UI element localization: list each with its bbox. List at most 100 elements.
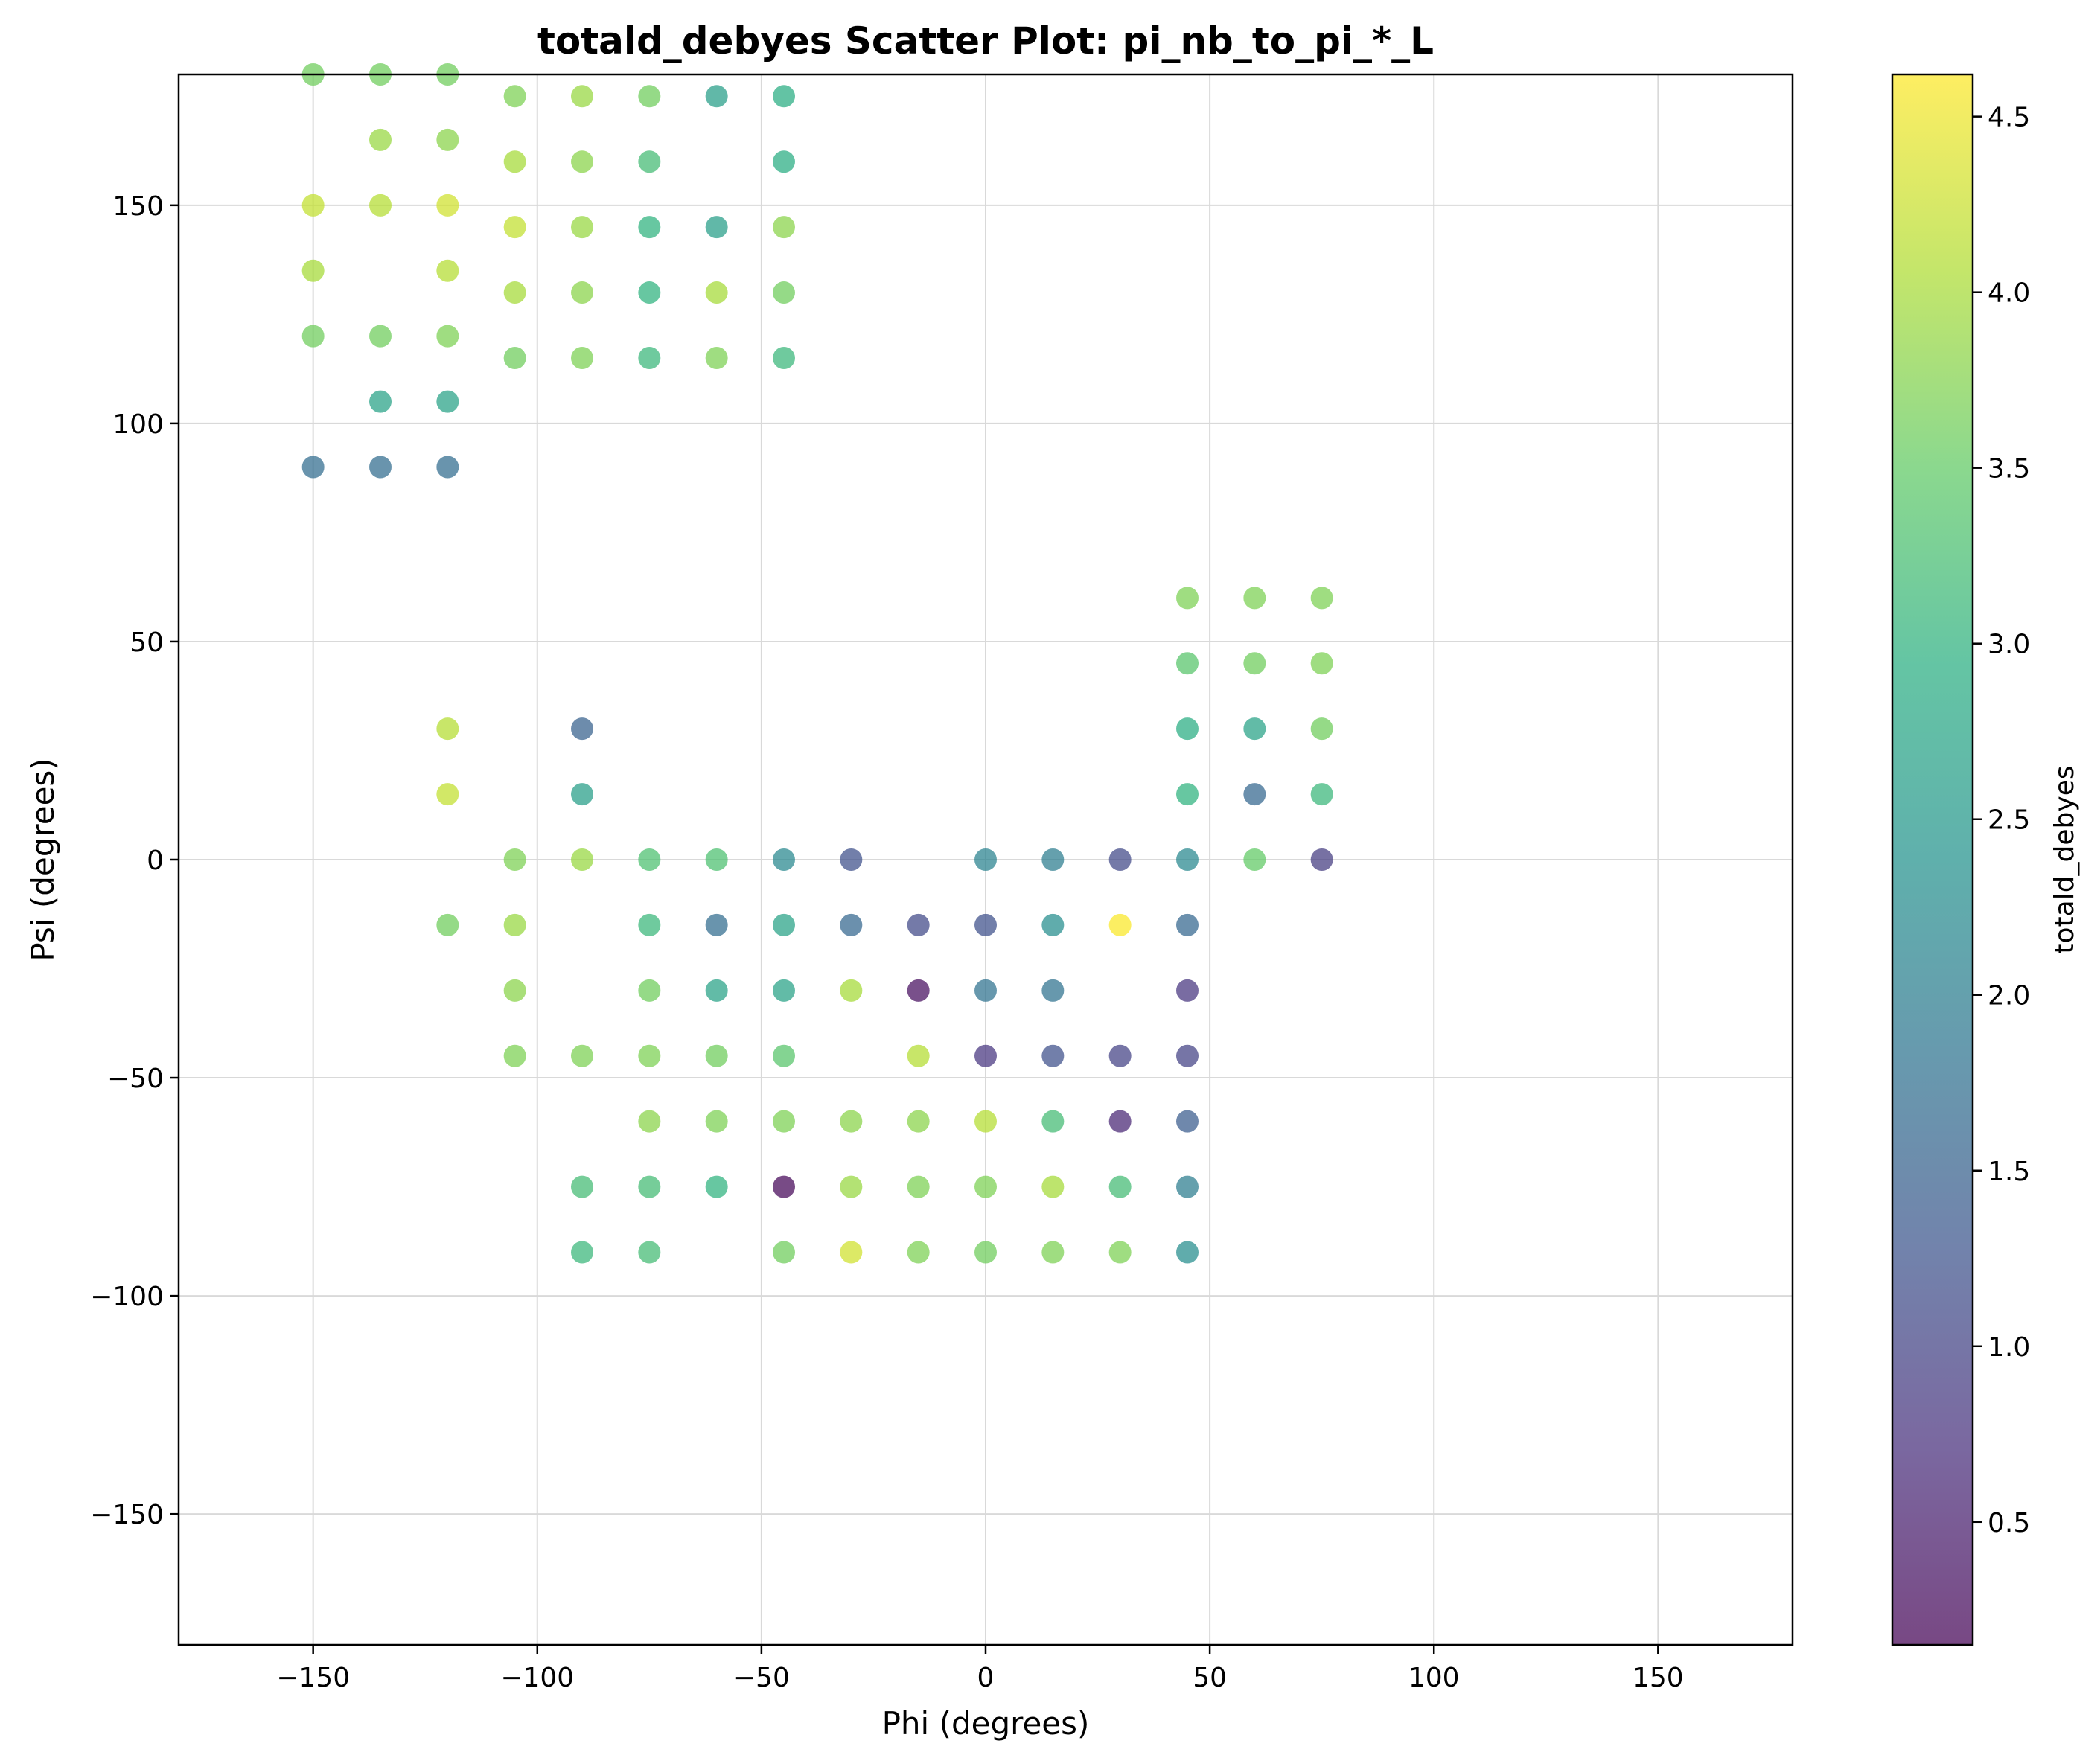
data-point (638, 85, 661, 108)
data-point (369, 325, 392, 348)
data-point (436, 128, 459, 151)
data-point (1243, 848, 1266, 871)
data-point (571, 1175, 593, 1198)
data-point (503, 85, 526, 108)
data-point (369, 456, 392, 479)
data-point (1243, 783, 1266, 806)
data-point (974, 979, 997, 1002)
colorbar-label: totald_debyes (2049, 765, 2080, 953)
data-point (503, 150, 526, 173)
data-point (773, 979, 795, 1002)
data-point (571, 150, 593, 173)
data-point (1176, 717, 1199, 741)
colorbar-tick-label: 1.0 (1988, 1332, 2030, 1363)
data-point (1108, 1110, 1132, 1133)
data-point (369, 390, 392, 413)
colorbar-tick-label: 2.5 (1988, 805, 2030, 836)
data-point (571, 1241, 593, 1264)
colorbar-tick-label: 1.5 (1988, 1157, 2030, 1187)
data-point (1041, 848, 1065, 871)
data-point (1108, 1044, 1132, 1067)
data-point (436, 390, 459, 413)
data-point (638, 281, 661, 304)
y-axis-ticks: −150 −100 −50 0 50 100 150 (90, 191, 179, 1530)
data-point (1041, 1241, 1065, 1264)
data-point (301, 259, 325, 282)
data-point (705, 979, 728, 1002)
data-point (1108, 1241, 1132, 1264)
x-axis-label: Phi (degrees) (882, 1705, 1090, 1742)
grid-lines (179, 74, 1793, 1645)
data-point (638, 1241, 661, 1264)
data-point (705, 913, 728, 936)
data-point (773, 1044, 795, 1067)
data-point (369, 128, 392, 151)
data-point (638, 979, 661, 1002)
data-point (638, 150, 661, 173)
data-point (1041, 979, 1065, 1002)
data-point (773, 848, 795, 871)
data-point (638, 346, 661, 369)
data-point (773, 150, 795, 173)
x-tick-label: 100 (1408, 1663, 1460, 1693)
data-point (638, 913, 661, 936)
x-axis-ticks: −150 −100 −50 0 50 100 150 (276, 1645, 1684, 1693)
data-point (1176, 652, 1199, 675)
data-point (503, 1044, 526, 1067)
data-point (840, 979, 863, 1002)
data-point (436, 325, 459, 348)
data-point (503, 281, 526, 304)
y-tick-label: −150 (90, 1500, 164, 1530)
y-tick-label: 50 (130, 627, 164, 658)
x-tick-label: −150 (276, 1663, 350, 1693)
x-tick-label: −100 (500, 1663, 574, 1693)
data-point (773, 281, 795, 304)
data-point (705, 1175, 728, 1198)
data-point (638, 848, 661, 871)
x-tick-label: 0 (977, 1663, 995, 1693)
data-point (1310, 652, 1333, 675)
data-point (840, 913, 863, 936)
data-point (705, 848, 728, 871)
data-point (1176, 1110, 1199, 1133)
colorbar-tick-label: 0.5 (1988, 1508, 2030, 1538)
data-point (436, 717, 459, 741)
data-point (773, 1175, 795, 1198)
data-point (974, 913, 997, 936)
data-point (974, 1110, 997, 1133)
data-point (571, 346, 593, 369)
data-point (907, 1110, 930, 1133)
data-point (1176, 1044, 1199, 1067)
data-point (1041, 1044, 1065, 1067)
data-point (840, 848, 863, 871)
colorbar-gradient (1892, 74, 1973, 1645)
data-point (705, 346, 728, 369)
data-point (1176, 979, 1199, 1002)
data-point (1176, 848, 1199, 871)
data-point (1176, 1175, 1199, 1198)
x-tick-label: 150 (1633, 1663, 1684, 1693)
data-point (1310, 717, 1333, 741)
data-point (638, 216, 661, 239)
data-point (705, 281, 728, 304)
data-point (1176, 1241, 1199, 1264)
data-point (638, 1110, 661, 1133)
data-point (907, 1241, 930, 1264)
data-point (907, 1044, 930, 1067)
x-tick-label: −50 (733, 1663, 790, 1693)
data-point (436, 259, 459, 282)
data-point (773, 1110, 795, 1133)
y-tick-label: −100 (90, 1282, 164, 1312)
data-point (571, 717, 593, 741)
data-point (1108, 848, 1132, 871)
data-point (571, 281, 593, 304)
data-point (1310, 848, 1333, 871)
data-point (1041, 1110, 1065, 1133)
data-point (503, 848, 526, 871)
colorbar: 0.5 1.0 1.5 2.0 2.5 3.0 3.5 4.0 4.5 totald_debye… (1891, 73, 2080, 1646)
data-point (705, 1044, 728, 1067)
data-point (1041, 913, 1065, 936)
data-point (571, 783, 593, 806)
data-point (1176, 783, 1199, 806)
data-point (974, 1175, 997, 1198)
